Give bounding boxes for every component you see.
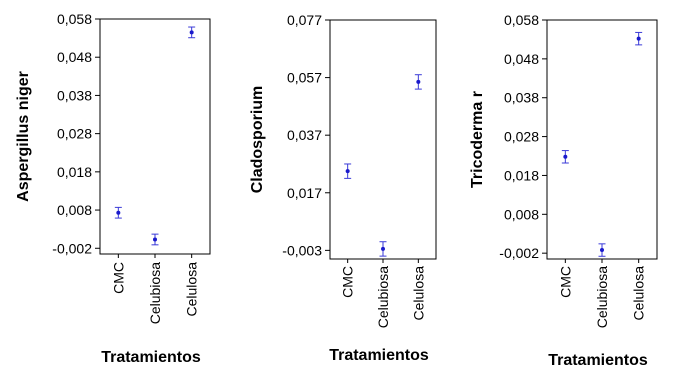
y-tick-label: 0,018 xyxy=(57,164,92,180)
y-tick-label: 0,048 xyxy=(504,51,539,67)
y-tick-label: -0,002 xyxy=(52,240,92,256)
category-label: CMC xyxy=(110,262,126,294)
y-tick-label: 0,077 xyxy=(287,12,322,28)
y-tick-label: 0,058 xyxy=(504,12,539,28)
y-axis-title: Cladosporium xyxy=(249,86,266,194)
category-label: Celulosa xyxy=(631,266,647,321)
y-tick-label: 0,038 xyxy=(57,87,92,103)
y-axis-title: Tricoderma r xyxy=(469,91,486,188)
data-point xyxy=(416,79,421,84)
data-point xyxy=(600,248,604,253)
category-label: Celulosa xyxy=(410,266,426,321)
x-axis-title: Tratamientos xyxy=(101,349,201,366)
y-axis-title: Aspergillus niger xyxy=(15,71,32,202)
y-tick-label: 0,057 xyxy=(287,70,322,86)
y-tick-label: 0,038 xyxy=(504,90,539,106)
y-tick-label: 0,048 xyxy=(57,49,92,65)
plot-frame xyxy=(99,18,211,255)
plot-frame xyxy=(546,19,658,260)
y-tick-label: -0,002 xyxy=(499,245,539,261)
data-point xyxy=(345,169,350,174)
y-tick-label: 0,028 xyxy=(504,129,539,145)
y-tick-label: 0,037 xyxy=(287,127,322,143)
data-point xyxy=(153,237,157,242)
data-point xyxy=(563,154,568,159)
data-point xyxy=(636,36,641,41)
y-tick-label: 0,008 xyxy=(504,206,539,222)
data-point xyxy=(189,30,194,35)
category-label: Celubiosa xyxy=(594,266,610,328)
data-point xyxy=(381,246,385,251)
y-tick-label: -0,003 xyxy=(282,242,322,258)
y-tick-label: 0,028 xyxy=(57,126,92,142)
x-axis-title: Tratamientos xyxy=(329,347,429,364)
x-axis-title: Tratamientos xyxy=(548,352,648,368)
category-label: Celubiosa xyxy=(147,262,163,324)
chart-panel-1: 0,058 0,048 0,038 0,028 0,018 0,008 -0,002 CMC C… xyxy=(15,11,211,366)
y-tick-label: 0,008 xyxy=(57,202,92,218)
y-tick-label: 0,018 xyxy=(504,167,539,183)
category-label: CMC xyxy=(340,266,356,298)
chart-panel-3: 0,058 0,048 0,038 0,028 0,018 0,008 -0,002 CMC C… xyxy=(469,12,658,368)
category-label: Celubiosa xyxy=(375,266,391,328)
category-label: Celulosa xyxy=(184,262,200,317)
category-label: CMC xyxy=(557,266,573,298)
plot-frame xyxy=(329,19,437,260)
chart-panel-2: 0,077 0,057 0,037 0,017 -0,003 CMC Celubiosa Ce… xyxy=(249,12,437,364)
y-tick-label: 0,017 xyxy=(287,185,322,201)
y-tick-label: 0,058 xyxy=(57,11,92,27)
data-point xyxy=(116,210,121,215)
